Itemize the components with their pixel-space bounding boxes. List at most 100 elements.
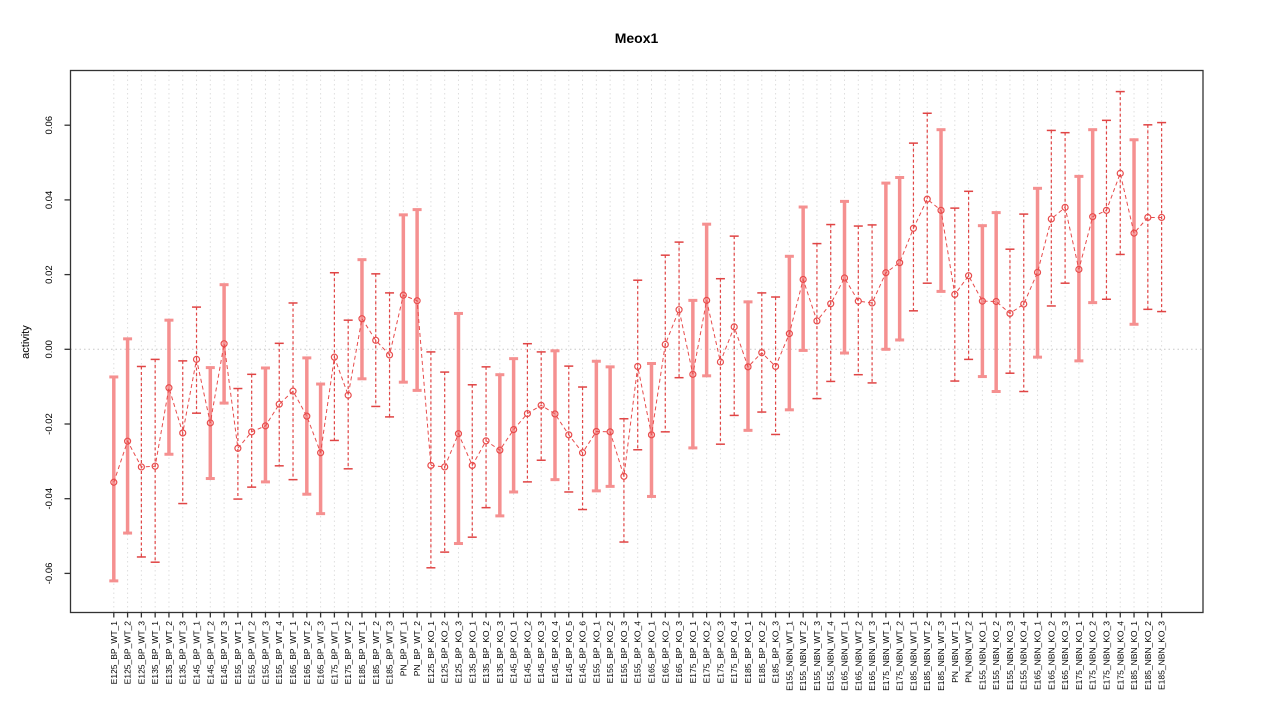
data-point [1116,169,1124,177]
data-point [137,463,145,471]
data-point [234,444,242,452]
data-point [675,306,683,314]
y-tick-label: 0.04 [44,191,55,210]
x-tick-label: E165_BP_KO_3 [674,621,684,684]
x-tick-label: E165_NBN_WT_3 [867,621,877,691]
x-tick-label: E145_BP_WT_2 [205,621,215,685]
x-tick-label: E135_BP_KO_2 [481,621,491,684]
data-point [206,419,214,427]
data-point [882,269,890,277]
y-tick-label: 0.00 [44,340,55,359]
data-point [275,400,283,408]
data-point [827,300,835,308]
x-tick-label: E155_NBN_KO_4 [1019,621,1029,690]
data-point [399,291,407,299]
data-point [951,290,959,298]
data-point [771,362,780,371]
x-tick-label: E145_BP_KO_2 [522,621,532,684]
data-point [123,437,132,445]
data-point [537,401,545,409]
data-point [799,275,807,284]
x-tick-label: E185_NBN_WT_1 [908,621,918,691]
data-point [1089,213,1097,221]
x-tick-label: E185_NBN_WT_3 [936,621,946,691]
x-tick-label: E155_NBN_KO_3 [1005,621,1015,690]
x-tick-label: PN_NBN_WT_2 [964,621,974,683]
x-tick-label: E135_BP_KO_3 [495,621,505,684]
data-point [151,462,159,470]
data-point [261,422,270,430]
data-point [606,428,614,436]
data-point [1033,268,1042,276]
data-point [964,272,973,280]
data-point [110,478,118,486]
x-tick-label: E175_BP_KO_3 [715,621,725,684]
data-point [730,323,738,331]
x-tick-label: E185_BP_WT_1 [357,621,367,685]
x-tick-label: E185_BP_KO_1 [743,621,753,684]
x-tick-label: E165_NBN_WT_2 [853,621,863,691]
x-tick-label: E145_BP_KO_4 [550,621,560,684]
data-point [344,391,352,399]
chart-title: Meox1 [614,30,659,46]
x-tick-label: E145_BP_WT_3 [219,621,229,685]
data-point [1006,309,1014,318]
x-tick-label: E135_BP_WT_3 [178,621,188,685]
y-tick-label: 0.02 [44,265,55,284]
data-point [1130,229,1138,237]
data-point [813,317,821,325]
x-tick-label: E145_BP_WT_1 [192,621,202,685]
data-point [1020,300,1028,308]
data-point [289,387,297,395]
x-tick-label: E155_NBN_WT_4 [826,621,836,691]
data-point [330,353,338,361]
x-tick-label: E175_BP_KO_2 [702,621,712,684]
x-tick-label: E135_BP_WT_2 [164,621,174,685]
x-tick-label: E145_BP_KO_6 [578,621,588,684]
x-tick-label: E185_NBN_KO_3 [1157,621,1167,690]
x-tick-label: E175_NBN_KO_4 [1115,621,1125,690]
data-point [868,299,876,307]
x-tick-label: E185_BP_WT_2 [371,621,381,685]
data-point [744,363,752,371]
x-tick-label: E125_BP_WT_3 [136,621,146,685]
data-point [179,429,187,437]
data-point [220,340,228,348]
x-tick-label: E155_BP_KO_3 [619,621,629,684]
y-axis-title: activity [20,325,32,359]
data-point [716,358,725,366]
x-tick-label: E155_BP_KO_4 [633,621,643,684]
x-tick-label: E165_BP_KO_1 [646,621,656,684]
data-point [303,412,311,420]
x-tick-label: E185_BP_WT_3 [385,621,395,685]
x-tick-label: E135_BP_WT_1 [150,621,160,685]
data-point [689,370,697,378]
x-tick-label: E165_BP_KO_2 [660,621,670,684]
x-tick-label: E125_BP_KO_1 [426,621,436,684]
data-point [840,274,849,282]
data-point [592,427,600,436]
plot-frame [69,69,1204,614]
x-tick-label: E165_NBN_KO_2 [1046,621,1056,690]
data-point [978,297,986,305]
data-point [496,446,504,454]
x-tick-label: E145_BP_KO_5 [564,621,574,684]
x-tick-label: E165_BP_WT_3 [316,621,326,685]
x-tick-label: E145_BP_KO_3 [536,621,546,684]
data-point [1047,215,1055,223]
data-point [1061,203,1069,211]
data-point [1144,213,1152,222]
data-point [703,296,711,304]
x-tick-label: PN_BP_WT_1 [398,621,408,677]
x-tick-label: E175_NBN_KO_1 [1074,621,1084,690]
data-point [192,355,201,363]
x-tick-label: E125_BP_KO_3 [453,621,463,684]
data-point [923,195,931,203]
data-point [413,297,421,305]
data-point [454,430,463,438]
x-tick-label: E155_BP_KO_2 [605,621,615,684]
x-tick-label: E155_NBN_KO_2 [991,621,1001,690]
data-point [165,384,173,392]
